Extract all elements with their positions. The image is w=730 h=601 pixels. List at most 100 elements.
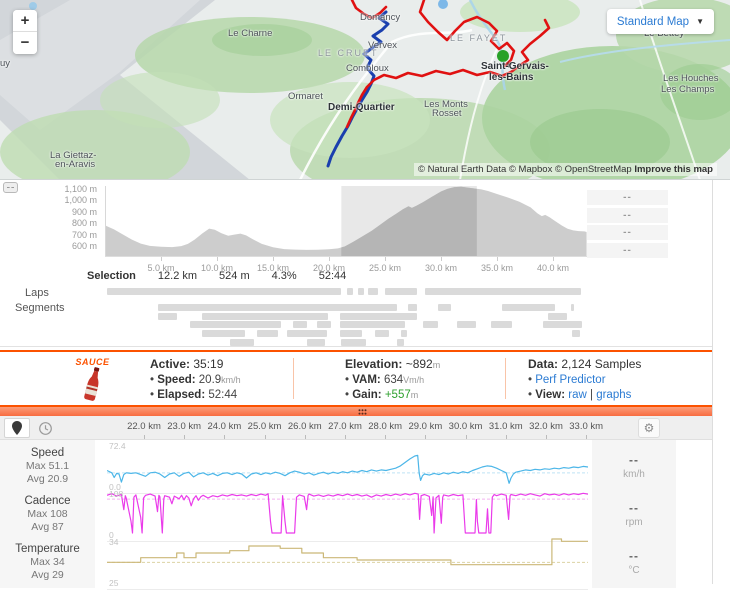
graph-x-tick-mark [224,435,226,439]
segment-bar[interactable] [572,330,581,338]
map-style-dropdown[interactable]: Standard Map ▼ [606,9,714,34]
segment-bar[interactable] [317,321,332,329]
segment-bar[interactable] [230,338,255,346]
segment-bar[interactable] [292,321,307,329]
graph-plot[interactable]: 72.4 0.0 [106,440,589,494]
segment-bar[interactable] [158,304,398,311]
selection-distance: 12.2 km [157,270,198,282]
segment-bar[interactable] [571,304,574,311]
map-style-label: Standard Map [616,15,690,28]
graph-settings-button[interactable]: ⚙ [638,418,660,438]
segment-bar[interactable] [408,304,418,311]
selection-stats: Selection 12.2 km 524 m 4.3% 52:44 [87,270,346,282]
lap-bar[interactable] [346,288,353,295]
graph-plot[interactable]: 108 0 [106,488,589,542]
lap-bar[interactable] [425,288,582,295]
graph-x-tick-label: 30.0 km [448,421,483,432]
segment-bar[interactable] [400,330,407,338]
graph-ymin-label: 25 [109,578,119,588]
segment-bar[interactable] [375,330,390,338]
elevation-x-tick-label: 10.0 km [200,263,233,273]
segment-bar[interactable] [490,321,512,329]
route-map[interactable]: ✳ Le Charne Domancy Vervex LE CRUET LE FAYET… [0,0,730,180]
segment-bar[interactable] [340,330,363,338]
route-red [350,0,388,20]
segment-bar[interactable] [158,312,178,320]
segments-track [105,321,587,329]
segments-label: Segments [15,302,65,314]
segment-bar[interactable] [438,304,452,311]
lap-bar[interactable] [368,288,379,295]
segment-bar[interactable] [502,304,556,311]
view-raw-link[interactable]: raw [568,389,587,401]
zoom-in-button[interactable]: + [13,10,37,32]
segment-bar[interactable] [307,338,326,346]
laps-track [105,288,587,295]
graphs-panel: 22.0 km 23.0 km 24.0 km 25.0 km 26.0 km 27.0 … [0,407,712,590]
segment-bar[interactable] [201,312,329,320]
graph-label-cell: Cadence Max 108 Avg 87 [0,488,95,542]
segment-bar[interactable] [189,321,282,329]
elevation-y-tick-label: 800 m [71,218,97,229]
elevation-chart[interactable] [105,186,587,257]
graph-x-tick-mark [264,435,266,439]
graph-label-cell: Speed Max 51.1 Avg 20.9 [0,440,95,494]
elevation-stat-placeholder: -- [587,190,668,205]
graph-plot[interactable]: 34 25 [107,536,588,590]
improve-map-link[interactable]: Improve this map [634,164,713,175]
map-pin-icon [12,421,22,435]
elevation-x-tick-label: 20.0 km [312,263,345,273]
graph-current-value: -- [629,548,639,563]
segment-bar[interactable] [201,330,246,338]
graph-row-cadence: Cadence Max 108 Avg 87 108 0 -- rpm [0,488,712,542]
graph-name: Cadence [24,495,71,507]
segment-bar[interactable] [340,321,406,329]
lap-bar[interactable] [106,288,341,295]
segment-bar[interactable] [287,330,328,338]
graph-x-tick-label: 27.0 km [328,421,362,432]
elevation-panel-toggle-icon[interactable] [3,182,18,193]
graph-ymax-label: 108 [109,489,124,499]
perf-predictor-link[interactable]: Perf Predictor [535,374,606,386]
vam-unit: Vm/h [403,375,425,385]
lap-bar[interactable] [358,288,364,295]
segment-bar[interactable] [547,312,567,320]
graph-x-tick-mark [304,435,306,439]
segments-track [105,304,587,311]
time-toggle-button[interactable] [32,418,58,438]
lap-bar[interactable] [385,288,417,295]
graph-current-value: -- [629,452,639,467]
zoom-out-button[interactable]: − [13,32,37,54]
active-label: Active: [150,357,191,371]
position-marker [497,50,509,62]
summary-stats-bar: SAUCE Active: 35:19 • Speed: 20.9km/h • … [0,350,712,407]
graph-line-svg [106,492,589,534]
view-graphs-link[interactable]: graphs [596,389,632,401]
sauce-logo: SAUCE [55,357,130,406]
stats-divider [505,358,506,399]
graph-x-tick-mark [385,435,387,439]
segment-bar[interactable] [256,330,279,338]
graphs-toolbar: 22.0 km 23.0 km 24.0 km 25.0 km 26.0 km 27.0 … [0,416,712,440]
segment-bar[interactable] [396,338,404,346]
segment-bar[interactable] [341,338,367,346]
graph-max: Max 108 [27,508,68,520]
graph-max: Max 51.1 [25,460,70,472]
segment-bar[interactable] [543,321,583,329]
data-value: 2,124 Samples [561,357,642,371]
graph-x-tick-label: 32.0 km [529,421,563,432]
view-label: View: [535,389,566,401]
graph-x-tick-label: 31.0 km [488,421,523,432]
graph-x-tick-mark [465,435,467,439]
elevation-y-tick-label: 900 m [71,206,97,217]
route-blue [326,10,390,168]
segment-bar[interactable] [456,321,477,329]
graphs-resize-handle[interactable] [0,407,712,416]
map-attribution: © Natural Earth Data © Mapbox © OpenStre… [413,163,717,176]
segment-bar[interactable] [423,321,439,329]
segment-bar[interactable] [340,312,418,320]
grip-icon [358,408,367,415]
elevation-x-tick-label: 15.0 km [256,263,289,273]
map-pin-toggle-button[interactable] [4,418,30,438]
